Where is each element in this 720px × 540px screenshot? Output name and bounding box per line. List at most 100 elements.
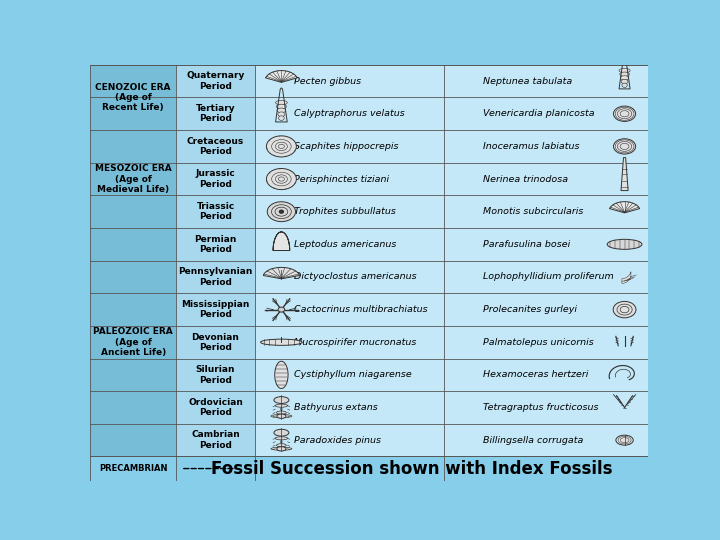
Text: Prolecanites gurleyi: Prolecanites gurleyi <box>483 305 577 314</box>
Text: Permian
Period: Permian Period <box>194 234 237 254</box>
FancyBboxPatch shape <box>176 228 255 261</box>
FancyBboxPatch shape <box>255 293 444 326</box>
FancyBboxPatch shape <box>176 359 255 391</box>
Ellipse shape <box>271 415 292 417</box>
FancyBboxPatch shape <box>444 261 648 293</box>
FancyBboxPatch shape <box>176 97 255 130</box>
FancyBboxPatch shape <box>176 195 255 228</box>
Text: Nerinea trinodosa: Nerinea trinodosa <box>483 174 569 184</box>
FancyBboxPatch shape <box>444 130 648 163</box>
FancyBboxPatch shape <box>255 65 444 97</box>
Ellipse shape <box>276 411 287 414</box>
Ellipse shape <box>281 408 282 411</box>
Text: Ordovician
Period: Ordovician Period <box>188 398 243 417</box>
Polygon shape <box>266 71 297 83</box>
Ellipse shape <box>276 414 286 418</box>
Text: PRECAMBRIAN: PRECAMBRIAN <box>99 464 168 473</box>
Ellipse shape <box>277 108 286 113</box>
Text: Palmatolepus unicornis: Palmatolepus unicornis <box>483 338 594 347</box>
Text: Paradoxides pinus: Paradoxides pinus <box>294 436 381 444</box>
Circle shape <box>278 307 284 312</box>
Text: Calyptraphorus velatus: Calyptraphorus velatus <box>294 109 405 118</box>
Text: CENOZOIC ERA
(Age of
Recent Life): CENOZOIC ERA (Age of Recent Life) <box>96 83 171 112</box>
Ellipse shape <box>275 404 287 407</box>
FancyBboxPatch shape <box>444 97 648 130</box>
FancyBboxPatch shape <box>255 359 444 391</box>
Text: Pennsylvanian
Period: Pennsylvanian Period <box>179 267 253 287</box>
Ellipse shape <box>266 136 297 157</box>
FancyBboxPatch shape <box>90 130 176 228</box>
Text: Tertiary
Period: Tertiary Period <box>196 104 235 124</box>
FancyBboxPatch shape <box>176 326 255 359</box>
FancyBboxPatch shape <box>255 228 444 261</box>
Ellipse shape <box>267 202 295 221</box>
Text: Monotis subcircularis: Monotis subcircularis <box>483 207 584 216</box>
Ellipse shape <box>607 239 642 249</box>
Text: Hexamoceras hertzeri: Hexamoceras hertzeri <box>483 370 589 380</box>
Text: Cretaceous
Period: Cretaceous Period <box>187 137 244 156</box>
Text: Lophophyllidium proliferum: Lophophyllidium proliferum <box>483 273 614 281</box>
Ellipse shape <box>276 447 286 451</box>
Text: Parafusulina bosei: Parafusulina bosei <box>483 240 571 249</box>
FancyBboxPatch shape <box>444 163 648 195</box>
Ellipse shape <box>613 106 636 122</box>
Text: Cystiphyllum niagarense: Cystiphyllum niagarense <box>294 370 411 380</box>
Text: Quaternary
Period: Quaternary Period <box>186 71 245 91</box>
FancyBboxPatch shape <box>255 424 444 456</box>
Ellipse shape <box>276 104 287 109</box>
Text: Bathyurus extans: Bathyurus extans <box>294 403 377 412</box>
Text: Silurian
Period: Silurian Period <box>196 365 235 384</box>
FancyBboxPatch shape <box>90 456 648 481</box>
Ellipse shape <box>281 440 282 443</box>
Ellipse shape <box>620 72 629 76</box>
FancyBboxPatch shape <box>176 293 255 326</box>
FancyBboxPatch shape <box>90 228 176 456</box>
Text: Neptunea tabulata: Neptunea tabulata <box>483 77 572 86</box>
Polygon shape <box>621 158 628 191</box>
FancyBboxPatch shape <box>444 391 648 424</box>
FancyBboxPatch shape <box>444 359 648 391</box>
Text: Fossil Succession shown with Index Fossils: Fossil Succession shown with Index Fossi… <box>212 460 613 477</box>
Text: Inoceramus labiatus: Inoceramus labiatus <box>483 142 580 151</box>
FancyBboxPatch shape <box>255 195 444 228</box>
Text: Mucrospirifer mucronatus: Mucrospirifer mucronatus <box>294 338 416 347</box>
FancyBboxPatch shape <box>255 130 444 163</box>
Ellipse shape <box>276 100 287 105</box>
Text: Devonian
Period: Devonian Period <box>192 333 240 352</box>
FancyBboxPatch shape <box>176 391 255 424</box>
Ellipse shape <box>275 437 287 440</box>
FancyBboxPatch shape <box>255 391 444 424</box>
FancyBboxPatch shape <box>176 424 255 456</box>
Text: Venericardia planicosta: Venericardia planicosta <box>483 109 595 118</box>
Ellipse shape <box>266 168 297 190</box>
FancyBboxPatch shape <box>176 130 255 163</box>
Ellipse shape <box>613 139 636 154</box>
Circle shape <box>279 210 284 213</box>
Polygon shape <box>275 361 288 388</box>
Ellipse shape <box>622 83 627 87</box>
FancyBboxPatch shape <box>444 228 648 261</box>
FancyBboxPatch shape <box>444 424 648 456</box>
Ellipse shape <box>274 429 289 436</box>
FancyBboxPatch shape <box>255 163 444 195</box>
Text: Triassic
Period: Triassic Period <box>197 202 235 221</box>
FancyBboxPatch shape <box>255 97 444 130</box>
Polygon shape <box>610 201 639 213</box>
FancyBboxPatch shape <box>176 65 255 97</box>
Text: Pecten gibbus: Pecten gibbus <box>294 77 361 86</box>
FancyBboxPatch shape <box>90 65 176 130</box>
Text: PALEOZOIC ERA
(Age of
Ancient Life): PALEOZOIC ERA (Age of Ancient Life) <box>94 327 173 357</box>
FancyBboxPatch shape <box>444 65 648 97</box>
FancyBboxPatch shape <box>255 261 444 293</box>
Ellipse shape <box>271 447 292 450</box>
Text: Scaphites hippocrepis: Scaphites hippocrepis <box>294 142 398 151</box>
Polygon shape <box>273 232 289 251</box>
Text: Perisphinctes tiziani: Perisphinctes tiziani <box>294 174 389 184</box>
Text: Mississippian
Period: Mississippian Period <box>181 300 250 319</box>
FancyBboxPatch shape <box>255 326 444 359</box>
FancyBboxPatch shape <box>176 261 255 293</box>
Ellipse shape <box>278 112 285 117</box>
Text: Leptodus americanus: Leptodus americanus <box>294 240 396 249</box>
Ellipse shape <box>621 76 629 80</box>
Ellipse shape <box>274 397 289 403</box>
